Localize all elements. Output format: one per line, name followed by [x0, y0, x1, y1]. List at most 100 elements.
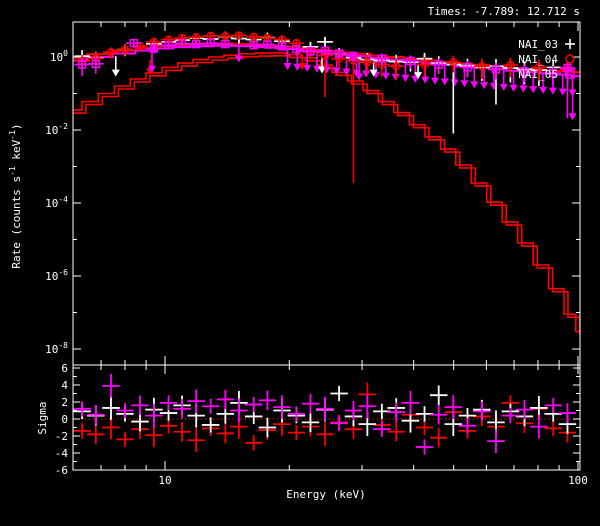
sigma-tick-label: -6 — [55, 464, 68, 477]
nai05-data-point-marker — [320, 46, 330, 55]
nai04-steep-model-histogram-2 — [73, 55, 580, 336]
nai05-data-point-marker — [91, 59, 101, 69]
nai05-upper-limit-arrow — [440, 78, 449, 86]
nai05-data-point-marker — [334, 49, 344, 58]
nai05-upper-limit-arrow — [332, 67, 341, 75]
nai05-upper-limit-arrow — [293, 63, 302, 71]
nai04-data-point-marker — [234, 31, 244, 40]
nai03-upper-limit-arrow — [111, 69, 120, 77]
circle-marker — [565, 54, 575, 64]
nai05-data-point-marker — [292, 44, 301, 54]
nai05-data-point-marker — [206, 38, 215, 48]
nai05-data-point-marker — [263, 40, 272, 49]
nai04-data-point-marker — [477, 61, 487, 71]
nai04-data-point-marker — [534, 63, 544, 72]
circle-marker — [565, 54, 575, 64]
nai05-data-point-marker — [149, 44, 159, 53]
nai03-upper-limit-arrow — [414, 72, 423, 80]
sigma-tick-label: -2 — [55, 430, 68, 443]
square-marker — [565, 69, 575, 79]
rate-tick-label: 10-6 — [45, 268, 68, 283]
nai05-data-point-marker — [377, 54, 387, 63]
nai05-upper-limit-arrow — [529, 86, 538, 94]
nai05-upper-limit-arrow — [548, 87, 557, 95]
nai05-data-point-marker — [177, 39, 187, 48]
nai05-upper-limit-arrow — [342, 68, 351, 76]
nai05-upper-limit-arrow — [558, 88, 567, 96]
nai05-data-point-marker — [192, 39, 201, 49]
nai05-upper-limit-arrow — [470, 81, 479, 89]
nai04-data-point-marker — [392, 61, 401, 71]
x-axis-label: Energy (keV) — [286, 488, 365, 501]
nai04-data-point-marker — [420, 60, 429, 69]
nai05-upper-limit-arrow — [450, 79, 459, 87]
nai05-upper-limit-arrow — [147, 65, 156, 73]
sigma-residuals-panel — [73, 373, 580, 455]
rate-tick-label: 10-4 — [45, 195, 68, 210]
nai04-data-point-marker — [249, 32, 258, 41]
nai05-data-point-marker — [349, 52, 358, 61]
nai05-data-point-marker — [164, 41, 173, 50]
nai05-upper-limit-arrow — [539, 86, 548, 94]
tick-labels: 10 100 100 10-2 10-4 10-6 10-8 6 4 2 0 -2 -4 -6 — [45, 49, 588, 487]
nai05-data-point-marker — [249, 41, 258, 50]
legend-label-nai04: NAI_04 — [518, 53, 558, 66]
nai05-data-point-marker — [306, 46, 315, 56]
nai05-upper-limit-arrow — [460, 80, 469, 88]
nai04-data-point-marker — [506, 60, 515, 70]
count-spectrum-panel — [73, 31, 580, 336]
x-tick-label: 100 — [568, 474, 588, 487]
y-axis-label-rate: Rate (counts s-1 keV-1) — [8, 123, 23, 268]
bottom-panel-frame — [72, 364, 581, 471]
nai05-data-point-marker — [463, 63, 472, 72]
square-marker — [565, 69, 575, 79]
nai03-upper-limit-arrow — [318, 66, 327, 74]
nai05-upper-limit-arrow — [381, 72, 390, 80]
sigma-tick-label: 2 — [61, 396, 68, 409]
nai05-data-point-marker — [549, 68, 558, 78]
nai05-data-point-marker — [563, 63, 572, 73]
nai05-data-point-marker — [520, 67, 529, 76]
nai04-steep-model-histogram — [73, 52, 580, 333]
nai05-upper-limit-arrow — [283, 62, 292, 70]
nai04-data-point-marker — [120, 45, 130, 54]
nai05-upper-limit-arrow — [509, 84, 518, 92]
nai05-upper-limit-arrow — [568, 113, 577, 121]
nai05-data-point-marker — [129, 38, 138, 48]
nai04-upper-limit-arrow — [298, 62, 307, 70]
nai05-upper-limit-arrow — [519, 85, 528, 93]
time-interval-title: Times: -7.789: 12.712 s — [428, 5, 580, 18]
nai05-data-point-marker — [434, 60, 443, 69]
nai04-data-point-marker — [221, 32, 230, 41]
sigma-tick-label: 6 — [61, 362, 68, 375]
nai04-data-point-marker — [106, 48, 116, 57]
detector-legend: NAI_03 NAI_04 NAI_05 — [518, 38, 575, 81]
sigma-tick-label: -4 — [55, 447, 69, 460]
axes-frame — [72, 21, 581, 471]
rate-tick-label: 100 — [50, 49, 68, 64]
nai03-upper-limit-arrow — [369, 69, 378, 77]
nai05-data-point-marker — [77, 60, 87, 69]
nai05-upper-limit-arrow — [234, 55, 243, 63]
nai05-data-point-marker — [277, 42, 287, 51]
rate-tick-label: 10-2 — [45, 122, 68, 137]
legend-label-nai05: NAI_05 — [518, 68, 558, 81]
sigma-tick-label: 4 — [61, 379, 68, 392]
nai04-data-point-marker — [363, 58, 372, 67]
nai05-upper-limit-arrow — [362, 70, 371, 78]
sigma-tick-label: 0 — [61, 413, 68, 426]
y-axis-label-sigma: Sigma — [36, 401, 49, 434]
nai05-data-point-marker — [491, 65, 501, 74]
nai05-upper-limit-arrow — [430, 77, 439, 85]
nai05-upper-limit-arrow — [480, 82, 489, 90]
nai05-upper-limit-arrow — [499, 83, 508, 91]
nai05-data-point-marker — [221, 39, 230, 49]
x-tick-label: 10 — [158, 474, 171, 487]
nai05-upper-limit-arrow — [303, 64, 312, 72]
nai04-data-point-marker — [449, 58, 458, 67]
nai05-upper-limit-arrow — [401, 74, 410, 82]
nai05-upper-limit-arrow — [421, 76, 430, 84]
nai05-upper-limit-arrow — [355, 73, 364, 81]
